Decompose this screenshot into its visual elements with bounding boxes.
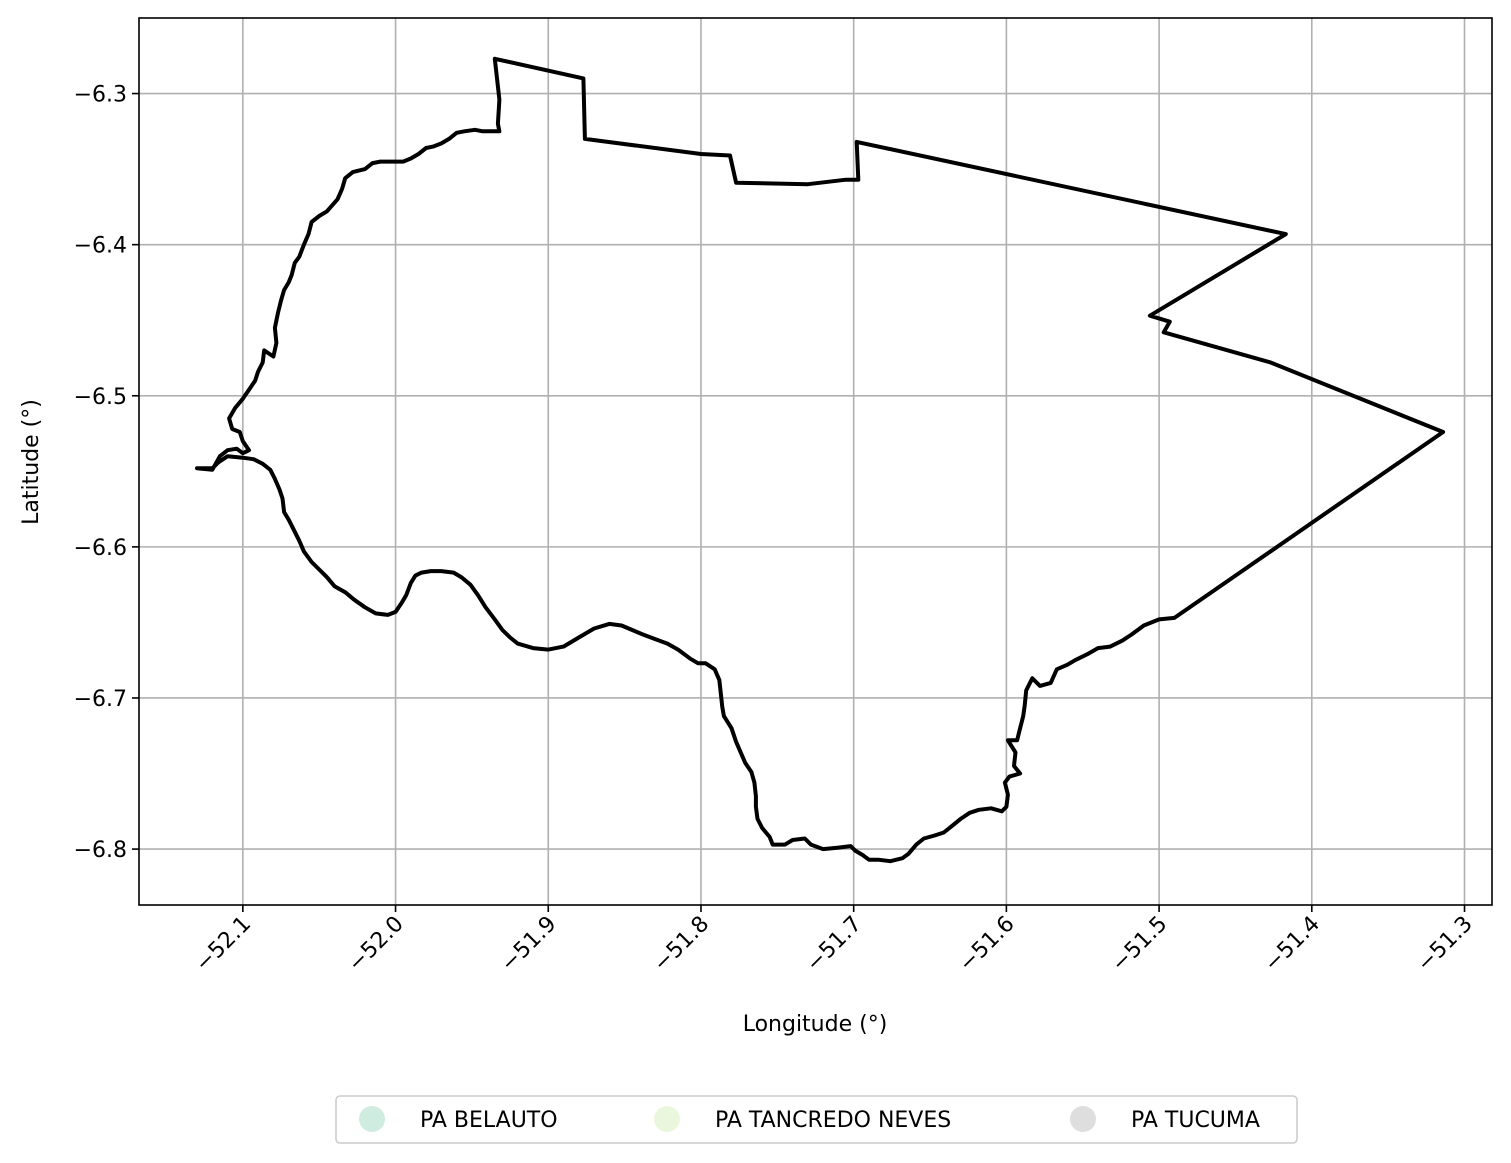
legend-marker	[359, 1106, 385, 1132]
legend-frame	[335, 1095, 1298, 1144]
legend-label: PA BELAUTO	[420, 1108, 558, 1133]
y-tick-label: −6.3	[74, 83, 127, 108]
plot-frame	[138, 17, 1493, 906]
legend: PA BELAUTO PA TANCREDO NEVES PA TUCUMA	[335, 1095, 1298, 1144]
municipality-boundary	[195, 56, 1446, 864]
legend-marker	[654, 1106, 680, 1132]
y-tick-label: −6.6	[74, 536, 127, 561]
legend-label: PA TUCUMA	[1131, 1108, 1260, 1133]
y-tick-label: −6.5	[74, 385, 127, 410]
boundary-layer	[195, 56, 1446, 864]
y-axis-title: Latitude (°)	[19, 399, 44, 525]
y-tick-label: −6.4	[74, 234, 127, 259]
y-axis: −6.3 −6.4 −6.5 −6.6 −6.7 −6.8	[74, 83, 139, 863]
legend-label: PA TANCREDO NEVES	[715, 1108, 951, 1133]
legend-marker	[1070, 1106, 1096, 1132]
y-tick-label: −6.7	[74, 687, 127, 712]
x-axis-title: Longitude (°)	[743, 1012, 888, 1037]
grid	[139, 18, 1492, 905]
y-tick-label: −6.8	[74, 838, 127, 863]
